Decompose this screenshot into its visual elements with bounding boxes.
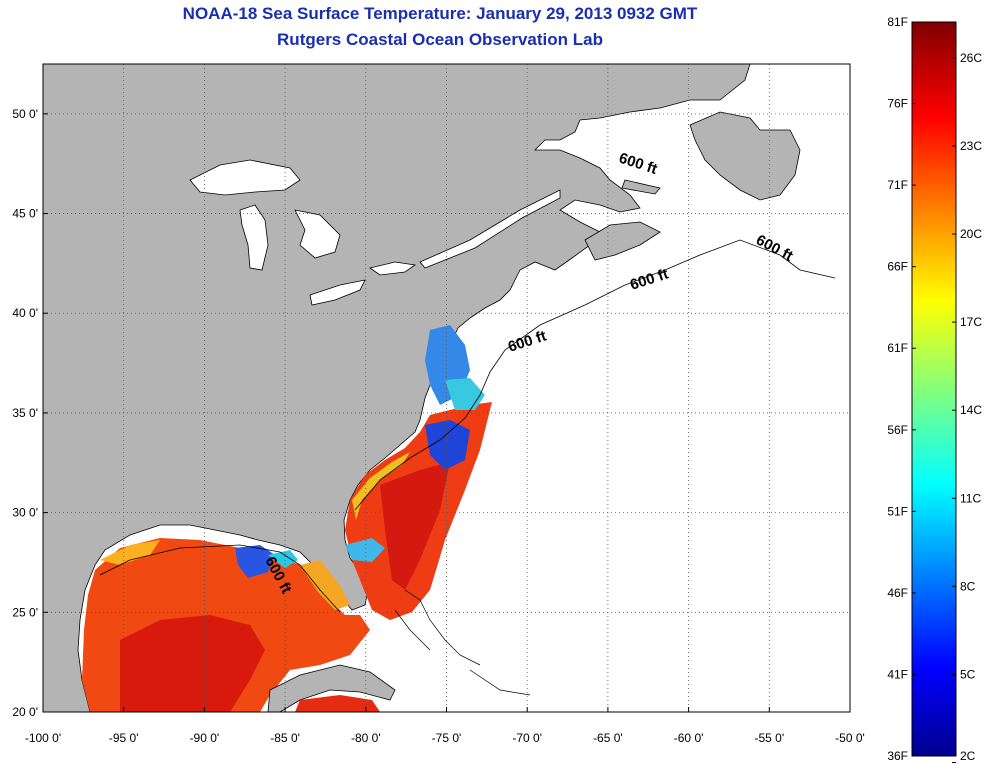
colorbar-fahrenheit-scale: 81F 76F 71F 66F 61F 56F 51F 46F 41F 36F [887, 15, 916, 763]
bahamas-islands [394, 589, 531, 696]
lake-ontario [369, 261, 417, 276]
lake-huron [294, 209, 341, 259]
gulf-cold-patch [235, 545, 275, 578]
cuba [267, 664, 396, 712]
anticosti-island [621, 179, 661, 195]
colorbar-c-label: 2C [960, 749, 976, 763]
x-tick-label: -50 0' [835, 731, 865, 745]
colorbar-f-label: 81F [887, 15, 908, 29]
hatteras-cold-patch [425, 420, 470, 470]
x-tick-label: -55 0' [754, 731, 784, 745]
x-tick-label: -95 0' [109, 731, 139, 745]
y-tick-label: 20 0' [12, 705, 38, 719]
nova-scotia [584, 221, 661, 261]
colorbar-f-label: 71F [887, 178, 908, 192]
west-florida-shelf [300, 560, 350, 610]
saint-lawrence [419, 189, 561, 269]
lake-erie [309, 279, 366, 306]
colorbar-c-label: 8C [960, 579, 976, 593]
x-tick-label: -100 0' [25, 731, 61, 745]
x-tick-label: -80 0' [351, 731, 381, 745]
lake-michigan [239, 204, 269, 271]
gulf-cyan-patch [268, 550, 298, 568]
colorbar-c-label: 5C [960, 667, 976, 681]
y-tick-label: 50 0' [12, 107, 38, 121]
x-axis: -100 0' -95 0' -90 0' -85 0' -80 0' -75 0' -70… [25, 707, 865, 745]
newfoundland [689, 111, 801, 201]
colorbar-f-label: 66F [887, 260, 908, 274]
colorbar-c-label: 26C [960, 51, 982, 65]
y-tick-label: 35 0' [12, 406, 38, 420]
colorbar [911, 21, 957, 757]
colorbar-f-label: 46F [887, 586, 908, 600]
y-tick-label: 40 0' [12, 306, 38, 320]
x-tick-label: -70 0' [512, 731, 542, 745]
y-tick-label: 25 0' [12, 605, 38, 619]
x-tick-label: -65 0' [593, 731, 623, 745]
caribbean-sst-field [295, 695, 380, 712]
depth-contour-600ft [99, 239, 836, 613]
colorbar-f-label: 76F [887, 97, 908, 111]
y-axis: 20 0' 25 0' 30 0' 35 0' 40 0' 45 0' 50 0' [12, 107, 48, 719]
map-subtitle: Rutgers Coastal Ocean Observation Lab [277, 30, 603, 49]
x-tick-label: -75 0' [432, 731, 462, 745]
x-tick-label: -60 0' [674, 731, 704, 745]
colorbar-f-label: 56F [887, 423, 908, 437]
colorbar-c-label: 14C [960, 403, 982, 417]
colorbar-c-label: 11C [960, 491, 981, 505]
y-tick-label: 30 0' [12, 506, 38, 520]
x-tick-label: -90 0' [190, 731, 220, 745]
colorbar-celsius-scale: 26C 23C 20C 17C 14C 11C 8C 5C 2C [952, 51, 982, 764]
lake-superior [189, 159, 301, 196]
map-title: NOAA-18 Sea Surface Temperature: January… [182, 4, 698, 23]
colorbar-f-label: 51F [887, 504, 908, 518]
colorbar-c-label: 23C [960, 139, 982, 153]
bahamas-cyan-patch [345, 538, 385, 562]
colorbar-f-label: 61F [887, 341, 908, 355]
colorbar-c-label: 20C [960, 227, 982, 241]
gulf-stream-core [380, 462, 450, 590]
gulf-shelf-cool [100, 540, 160, 565]
colorbar-f-label: 41F [887, 667, 908, 681]
colorbar-f-label: 36F [887, 749, 908, 763]
grid-lines [43, 64, 850, 712]
x-tick-label: -85 0' [270, 731, 300, 745]
gulf-warm-core [120, 615, 265, 712]
map-plot-area [43, 64, 850, 712]
colorbar-c-label: 17C [960, 315, 982, 329]
y-tick-label: 45 0' [12, 207, 38, 221]
